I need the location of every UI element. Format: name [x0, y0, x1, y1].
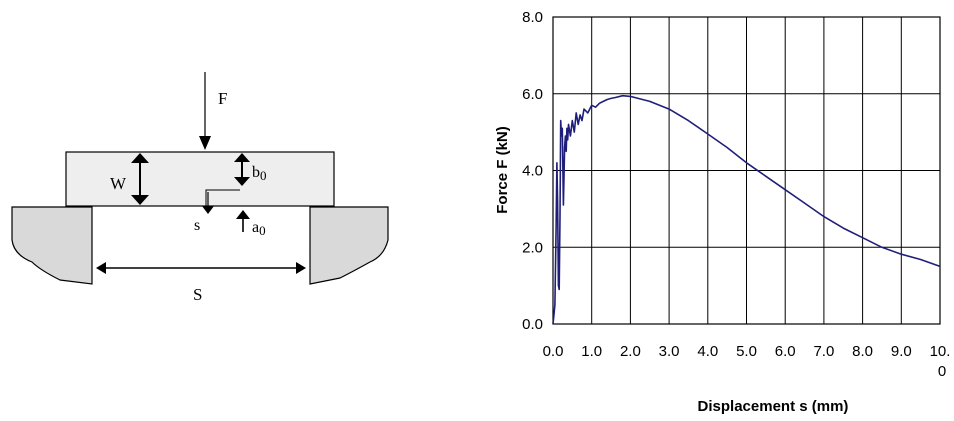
y-tick-label: 0.0 — [522, 316, 543, 333]
y-tick-label: 4.0 — [522, 163, 543, 180]
plot-frame — [552, 16, 941, 325]
notch-depth-arrow — [236, 210, 250, 232]
x-axis-label: Displacement s (mm) — [698, 398, 849, 415]
notch — [205, 189, 240, 206]
left-support — [11, 206, 93, 285]
force-displacement-curve — [552, 94, 941, 325]
height-dimension-arrow — [131, 153, 149, 205]
x-tick-label: 7.0 — [813, 343, 834, 360]
x-tick-label: 3.0 — [659, 343, 680, 360]
y-axis-ticks: 0.0 2.0 4.0 6.0 8.0 — [522, 9, 543, 333]
beam-specimen — [65, 151, 335, 207]
y-axis-label: Force F (kN) — [494, 126, 511, 214]
x-tick-label: 2.0 — [620, 343, 641, 360]
x-tick-label: 6.0 — [775, 343, 796, 360]
notch-depth-label: a0 — [252, 219, 266, 238]
right-support — [309, 206, 389, 285]
chart-grid — [552, 16, 941, 325]
force-arrow — [199, 72, 211, 150]
ligament-dimension-arrow — [234, 153, 250, 186]
x-tick-label: 5.0 — [736, 343, 757, 360]
x-axis-ticks: 0.0 1.0 2.0 3.0 4.0 5.0 6.0 7.0 8.0 9.0 10. 0 — [543, 343, 951, 380]
plot-area — [552, 94, 941, 325]
x-tick-label: 10. 0 — [930, 343, 951, 380]
y-tick-label: 6.0 — [522, 86, 543, 103]
three-point-bending-diagram: F W b0 s a0 S — [11, 72, 389, 304]
ligament-label: b0 — [252, 164, 267, 183]
y-tick-label: 8.0 — [522, 9, 543, 26]
span-dimension-arrow — [96, 262, 306, 274]
y-tick-label: 2.0 — [522, 239, 543, 256]
x-tick-label: 0.0 — [543, 343, 564, 360]
x-tick-label: 1.0 — [581, 343, 602, 360]
height-label: W — [110, 174, 127, 193]
force-label: F — [218, 89, 227, 108]
x-tick-label: 9.0 — [891, 343, 912, 360]
displacement-arrow — [202, 192, 214, 214]
displacement-label: s — [194, 217, 200, 234]
x-tick-label: 8.0 — [852, 343, 873, 360]
span-label: S — [193, 285, 202, 304]
force-displacement-chart: 0.0 1.0 2.0 3.0 4.0 5.0 6.0 7.0 8.0 9.0 10. 0 0.0 2.… — [494, 9, 951, 415]
x-tick-label: 4.0 — [697, 343, 718, 360]
